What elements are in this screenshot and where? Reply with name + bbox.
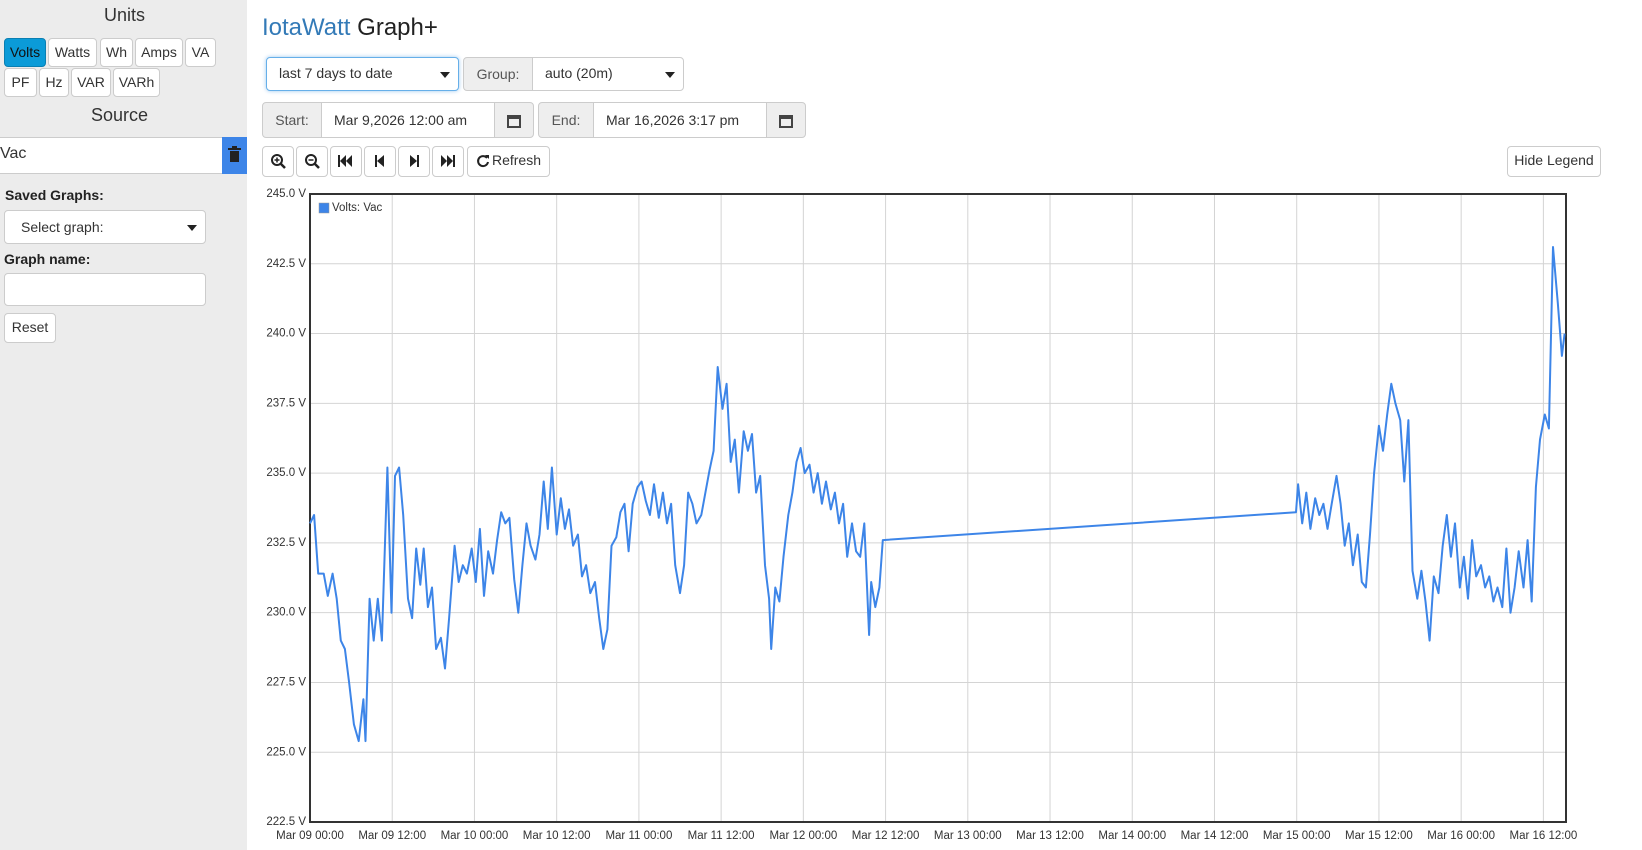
start-input[interactable]: Mar 9,2026 12:00 am <box>321 102 495 138</box>
unit-button[interactable]: PF <box>4 68 37 97</box>
range-text: last 7 days to date <box>279 65 393 81</box>
legend-label: Volts: Vac <box>332 202 383 214</box>
x-tick-label: Mar 13 12:00 <box>1016 830 1084 842</box>
y-tick-label: 237.5 V <box>266 397 306 409</box>
unit-button[interactable]: VARh <box>113 68 160 97</box>
reset-button[interactable]: Reset <box>4 313 56 343</box>
title-rest: Graph+ <box>357 14 438 41</box>
select-text: Select graph: <box>21 219 104 235</box>
x-tick-label: Mar 11 12:00 <box>688 830 755 842</box>
icon <box>477 155 489 168</box>
y-tick-label: 242.5 V <box>266 258 306 270</box>
graph-name-input[interactable] <box>4 273 206 306</box>
y-tick-label: 222.5 V <box>266 816 306 828</box>
x-tick-label: Mar 15 00:00 <box>1263 830 1331 842</box>
source-name: Vac <box>0 145 27 162</box>
group-select[interactable]: auto (20m) <box>532 57 684 91</box>
title-brand: IotaWatt <box>262 14 351 41</box>
icon <box>271 154 286 169</box>
legend-swatch <box>318 202 330 214</box>
x-tick-label: Mar 10 12:00 <box>523 830 591 842</box>
unit-button[interactable]: Volts <box>4 38 46 67</box>
unit-button[interactable]: Amps <box>135 38 183 67</box>
start-calendar[interactable] <box>494 102 534 138</box>
unit-button[interactable]: Watts <box>48 38 97 67</box>
hide-legend-button[interactable]: Hide Legend <box>1507 146 1601 177</box>
x-tick-label: Mar 13 00:00 <box>934 830 1002 842</box>
x-tick-label: Mar 14 00:00 <box>1098 830 1166 842</box>
y-tick-label: 245.0 V <box>266 188 306 200</box>
go-next[interactable] <box>398 146 430 177</box>
unit-button[interactable]: VAR <box>71 68 111 97</box>
units-title: Units <box>104 5 146 25</box>
zoom-in[interactable] <box>262 146 294 177</box>
x-tick-label: Mar 10 00:00 <box>441 830 509 842</box>
x-tick-label: Mar 09 12:00 <box>358 830 426 842</box>
start-label: Start: <box>262 102 322 138</box>
y-tick-label: 227.5 V <box>266 676 306 688</box>
x-tick-label: Mar 09 00:00 <box>276 830 344 842</box>
icon <box>441 155 455 167</box>
y-tick-label: 225.0 V <box>266 746 306 758</box>
group-text: auto (20m) <box>545 65 613 81</box>
y-tick-label: 240.0 V <box>266 328 306 340</box>
line-series <box>309 246 1566 743</box>
go-first[interactable] <box>330 146 362 177</box>
trash-icon <box>228 146 241 162</box>
x-tick-label: Mar 12 12:00 <box>852 830 920 842</box>
icon <box>410 155 419 167</box>
x-tick-label: Mar 11 00:00 <box>605 830 672 842</box>
y-tick-label: 230.0 V <box>266 607 306 619</box>
calendar-icon <box>779 115 793 128</box>
y-tick-label: 235.0 V <box>266 467 306 479</box>
refresh-text: Refresh <box>491 152 542 168</box>
go-prev[interactable] <box>364 146 396 177</box>
chart: 222.5 V 225.0 V 227.5 V 230.0 V 232.5 V 235.0… <box>266 188 1578 842</box>
saved-graphs-label: Saved Graphs: <box>5 187 104 203</box>
group-label: Group: <box>463 57 533 91</box>
delete-source[interactable] <box>222 137 247 174</box>
x-tick-label: Mar 16 00:00 <box>1427 830 1495 842</box>
x-tick-label: Mar 16 12:00 <box>1510 830 1578 842</box>
end-label: End: <box>538 102 594 138</box>
graph-name-label: Graph name: <box>4 251 91 267</box>
range-select[interactable]: last 7 days to date <box>266 57 459 91</box>
refresh-button[interactable]: Refresh <box>467 146 550 177</box>
unit-button[interactable]: VA <box>185 38 216 67</box>
end-calendar[interactable] <box>766 102 806 138</box>
icon <box>305 154 320 169</box>
go-last[interactable] <box>432 146 464 177</box>
zoom-out[interactable] <box>296 146 328 177</box>
source-row: Vac <box>0 137 222 174</box>
icon <box>338 155 352 167</box>
x-tick-label: Mar 12 00:00 <box>769 830 837 842</box>
saved-graphs-select[interactable]: Select graph: <box>4 210 206 244</box>
unit-button[interactable]: Hz <box>39 68 69 97</box>
plot-border <box>309 193 1567 823</box>
sidebar: Units Volts Watts Wh Amps VA PF Hz VAR VARh Sour… <box>0 0 247 850</box>
app-title: IotaWatt Graph+ <box>262 14 438 42</box>
unit-button[interactable]: Wh <box>100 38 133 67</box>
y-tick-label: 232.5 V <box>266 537 306 549</box>
source-title: Source <box>91 105 149 125</box>
calendar-icon <box>507 115 521 128</box>
icon <box>375 155 384 167</box>
x-tick-label: Mar 15 12:00 <box>1345 830 1413 842</box>
end-input[interactable]: Mar 16,2026 3:17 pm <box>593 102 767 138</box>
x-tick-label: Mar 14 12:00 <box>1181 830 1249 842</box>
